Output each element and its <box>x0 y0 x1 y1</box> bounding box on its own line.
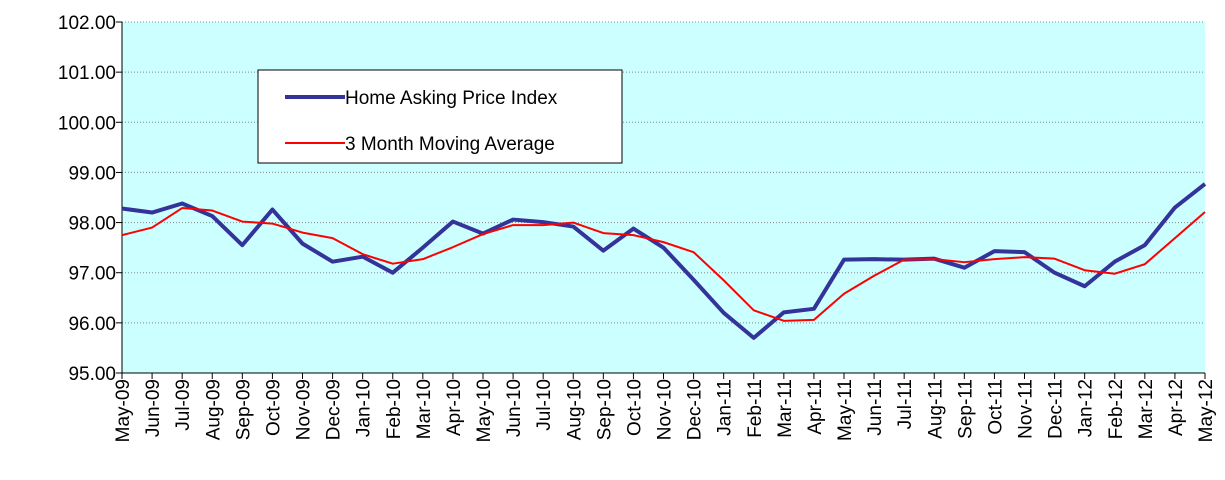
x-tick-label: May-09 <box>113 379 134 442</box>
x-tick-label: Jul-10 <box>534 379 555 431</box>
y-tick-label: 99.00 <box>68 163 116 184</box>
x-tick-label: Feb-12 <box>1106 379 1127 439</box>
x-tick-label: Sep-11 <box>955 379 976 439</box>
x-tick-label: Nov-09 <box>294 379 315 440</box>
x-tick-label: Jul-11 <box>895 379 916 429</box>
x-tick-label: Sep-10 <box>594 379 615 440</box>
legend-box <box>257 69 623 164</box>
y-tick-label: 101.00 <box>58 63 116 84</box>
y-tick-label: 95.00 <box>68 364 116 385</box>
x-tick-label: Feb-10 <box>384 379 405 439</box>
x-tick-label: Jun-11 <box>865 379 886 436</box>
x-tick-label: Oct-11 <box>985 379 1006 435</box>
x-tick-label: Jan-10 <box>354 379 375 437</box>
x-tick-label: Nov-10 <box>655 379 676 440</box>
x-tick-label: Apr-11 <box>805 379 826 435</box>
x-tick-label: Jun-09 <box>143 379 164 437</box>
x-tick-label: Sep-09 <box>233 379 254 440</box>
y-tick-label: 97.00 <box>68 264 116 285</box>
x-tick-label: Jun-10 <box>504 379 525 437</box>
legend: Home Asking Price Index 3 Month Moving Av… <box>257 69 623 164</box>
x-tick-label: Dec-11 <box>1046 379 1067 439</box>
x-tick-label: May-12 <box>1196 379 1217 442</box>
x-tick-label: Apr-10 <box>444 379 465 436</box>
x-tick-label: Oct-10 <box>624 379 645 436</box>
x-tick-label: Aug-09 <box>203 379 224 440</box>
x-tick-label: Jan-11 <box>715 379 736 436</box>
series-line <box>121 182 1207 340</box>
series-line <box>121 207 1206 322</box>
y-tick-label: 96.00 <box>68 314 116 335</box>
x-tick-label: Aug-11 <box>925 379 946 439</box>
y-tick-label: 100.00 <box>58 113 116 134</box>
x-tick-label: Nov-11 <box>1016 379 1037 439</box>
x-tick-label: Aug-10 <box>564 379 585 440</box>
x-tick-label: Dec-09 <box>324 379 345 440</box>
legend-label: 3 Month Moving Average <box>345 134 555 155</box>
x-tick-label: Mar-10 <box>414 379 435 439</box>
x-tick-label: Feb-11 <box>745 379 766 438</box>
x-tick-label: Dec-10 <box>685 379 706 440</box>
x-tick-label: Oct-09 <box>263 379 284 436</box>
x-tick-label: Mar-12 <box>1136 379 1157 439</box>
x-tick-label: Mar-11 <box>775 379 796 438</box>
x-tick-label: Jan-12 <box>1076 379 1097 437</box>
y-tick-label: 102.00 <box>58 13 116 34</box>
y-tick-label: 98.00 <box>68 214 116 235</box>
x-tick-label: May-10 <box>474 379 495 442</box>
x-tick-label: Jul-09 <box>173 379 194 431</box>
x-tick-label: Apr-12 <box>1166 379 1187 436</box>
legend-label: Home Asking Price Index <box>345 88 558 109</box>
x-tick-label: May-11 <box>835 379 856 441</box>
